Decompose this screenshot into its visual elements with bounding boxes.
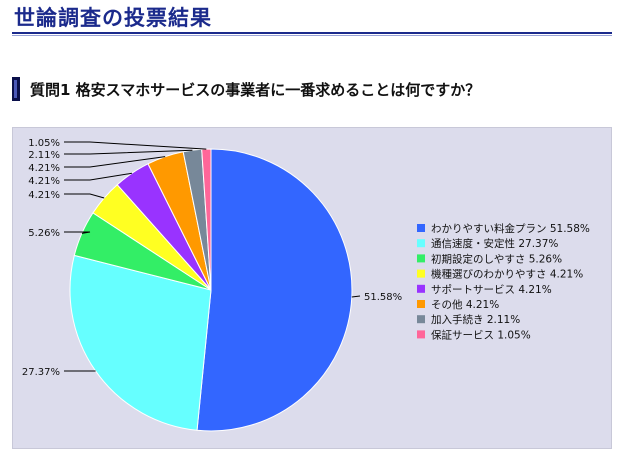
leader-line: [64, 149, 193, 155]
legend-swatch: [417, 254, 425, 263]
legend-label: サポートサービス 4.21%: [431, 284, 552, 296]
legend-label: 保証サービス 1.05%: [431, 328, 531, 341]
data-label: 4.21%: [28, 190, 60, 201]
leader-line: [64, 156, 166, 168]
data-label: 2.11%: [28, 150, 60, 161]
data-label: 5.26%: [28, 228, 60, 239]
legend-label: その他 4.21%: [431, 298, 499, 311]
pie-slice: [196, 148, 353, 432]
leader-line: [351, 295, 361, 298]
data-label: 4.21%: [28, 176, 60, 187]
title-underline-secondary: [12, 35, 612, 36]
data-label: 51.58%: [364, 292, 402, 303]
leader-line: [64, 231, 91, 234]
legend-swatch: [417, 269, 425, 278]
leader-line: [64, 172, 132, 181]
legend: わかりやすい料金プラン 51.58% 通信速度・安定性 27.37% 初期設定のしや…: [417, 222, 590, 341]
pie-slices: [69, 148, 353, 432]
legend-swatch: [417, 330, 425, 339]
legend-swatch: [417, 315, 425, 324]
legend-label: 通信速度・安定性 27.37%: [431, 237, 558, 250]
legend-label: 機種選びのわかりやすさ 4.21%: [431, 268, 583, 281]
question-marker-highlight: [14, 80, 17, 98]
page-title: 世論調査の投票結果: [14, 6, 212, 30]
leader-lines: [64, 141, 361, 372]
legend-swatch: [417, 224, 425, 232]
pie-slice: [69, 254, 212, 431]
leader-line: [64, 193, 105, 199]
legend-label: 加入手続き 2.11%: [431, 313, 520, 326]
legend-swatch: [417, 300, 425, 308]
leader-line: [64, 141, 207, 150]
question-title: 質問1 格安スマホサービスの事業者に一番求めることは何ですか？: [30, 81, 481, 99]
data-label: 1.05%: [28, 138, 60, 149]
legend-label: 初期設定のしやすさ 5.26%: [431, 252, 562, 265]
legend-swatch: [417, 284, 425, 293]
legend-swatch: [417, 239, 425, 248]
data-label: 27.37%: [22, 367, 60, 378]
title-underline: [12, 32, 612, 34]
legend-label: わかりやすい料金プラン 51.58%: [431, 222, 590, 235]
data-labels: 51.58% 27.37% 5.26% 4.21% 4.21% 4.21% 2.11%1.0…: [22, 138, 402, 378]
data-label: 4.21%: [28, 163, 60, 174]
